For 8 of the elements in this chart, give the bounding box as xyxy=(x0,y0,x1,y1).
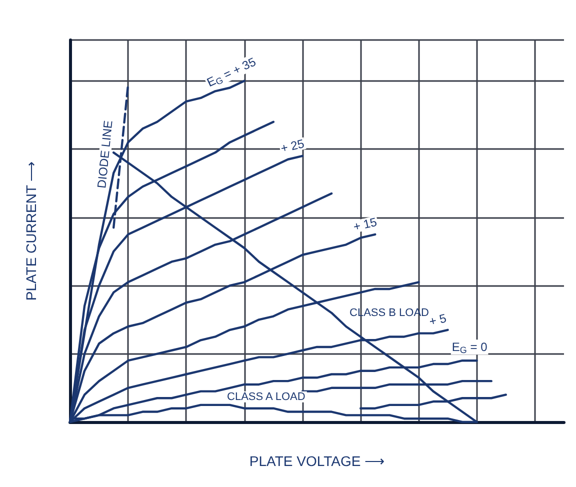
x-axis-title: PLATE VOLTAGE ⟶ xyxy=(249,453,385,469)
text: DIODE LINE xyxy=(94,120,116,189)
text: + 5 xyxy=(428,311,448,329)
text: + 15 xyxy=(352,214,379,234)
y-axis-title: PLATE CURRENT ⟶ xyxy=(23,161,39,301)
series-label: CLASS A LOAD xyxy=(227,390,306,403)
text: EG = + 35 xyxy=(204,54,258,90)
text: + 25 xyxy=(279,136,306,156)
